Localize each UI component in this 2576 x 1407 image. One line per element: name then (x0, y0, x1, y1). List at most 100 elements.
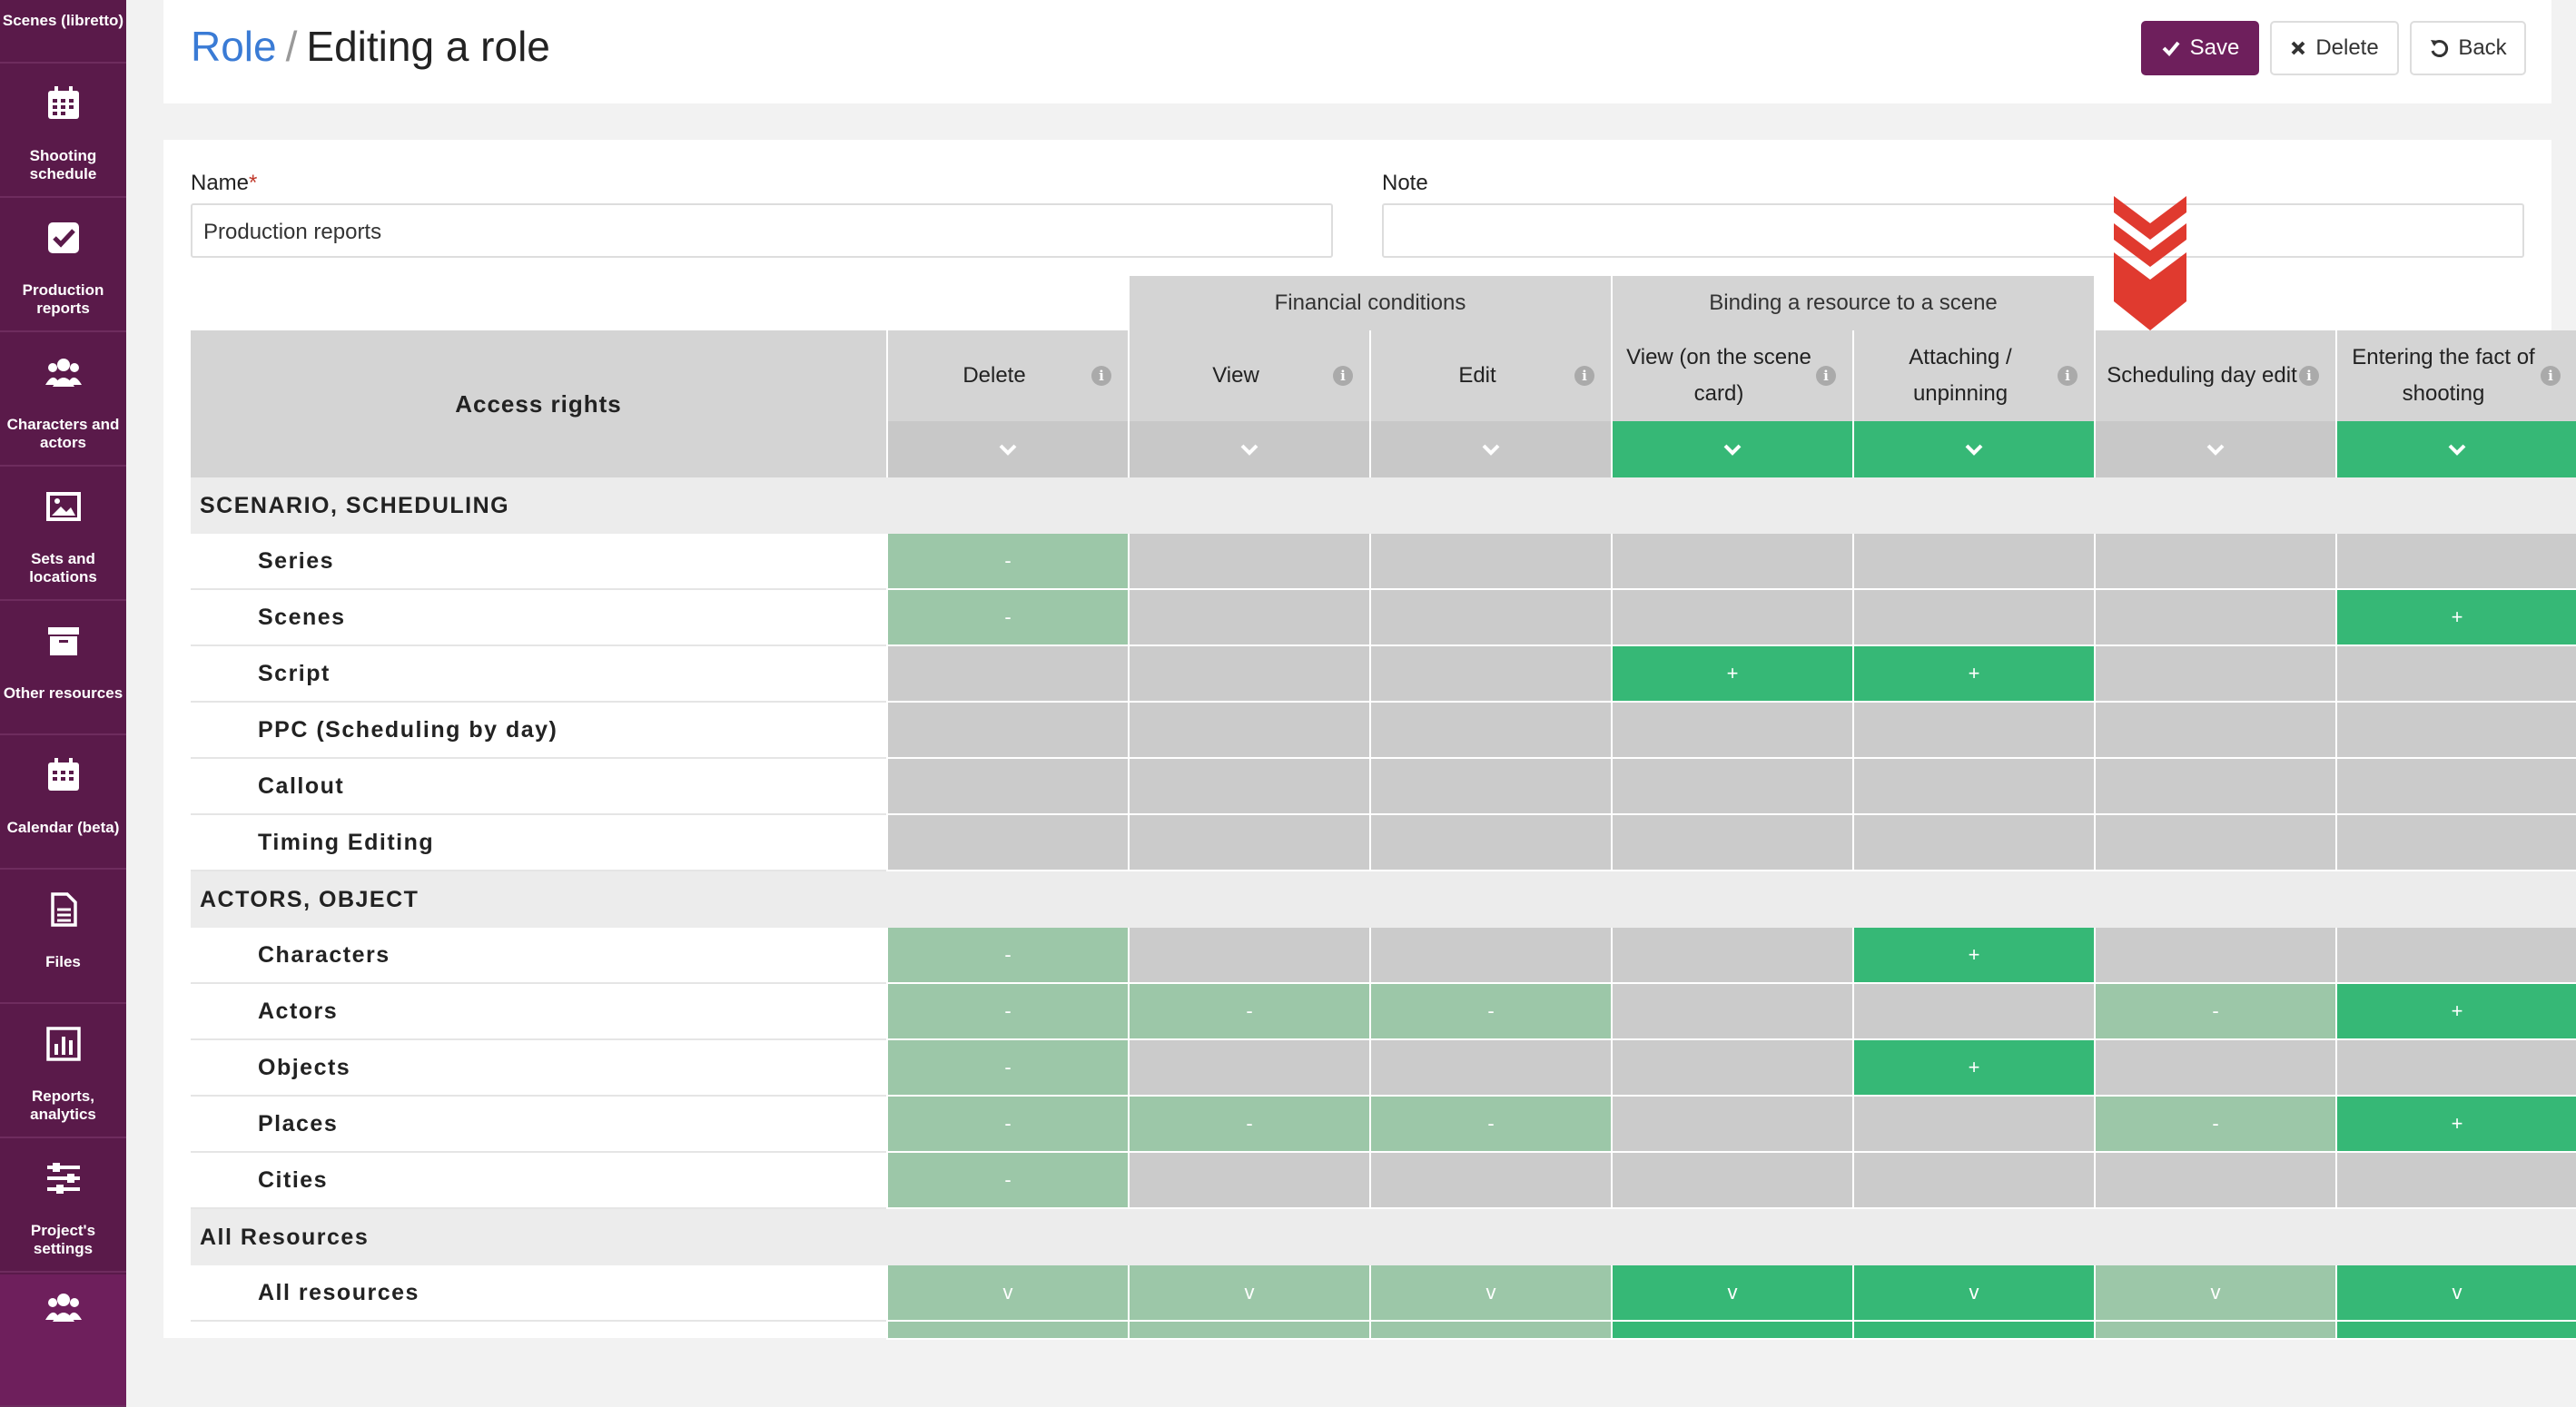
info-icon[interactable]: i (1091, 366, 1111, 386)
permission-cell[interactable] (2094, 1040, 2335, 1097)
permission-cell[interactable]: + (1611, 646, 1852, 703)
permission-cell[interactable] (1611, 984, 1852, 1040)
permission-cell[interactable] (1852, 590, 2094, 646)
sidebar-item-other-resources[interactable]: Other resources (0, 603, 126, 735)
permission-cell[interactable] (1611, 590, 1852, 646)
permission-cell[interactable]: + (1852, 928, 2094, 984)
sidebar-item-sets-locations[interactable]: Sets and locations (0, 468, 126, 601)
permission-cell[interactable] (2094, 1153, 2335, 1209)
permission-cell[interactable] (1611, 534, 1852, 590)
permission-cell[interactable] (1369, 815, 1611, 871)
permission-cell[interactable] (1369, 703, 1611, 759)
permission-cell[interactable] (1128, 759, 1369, 815)
permission-cell[interactable] (1128, 534, 1369, 590)
permission-cell[interactable] (2094, 534, 2335, 590)
permission-cell[interactable] (1369, 759, 1611, 815)
permission-cell[interactable] (2335, 1153, 2576, 1209)
sidebar-item-characters-actors[interactable]: Characters and actors (0, 334, 126, 467)
sidebar-item-project-settings[interactable]: Project's settings (0, 1140, 126, 1273)
info-icon[interactable]: i (2058, 366, 2078, 386)
column-toggle[interactable] (1611, 421, 1852, 477)
info-icon[interactable]: i (2541, 366, 2561, 386)
info-icon[interactable]: i (2299, 366, 2319, 386)
permission-cell[interactable]: - (886, 1097, 1128, 1153)
permission-cell[interactable] (2335, 703, 2576, 759)
permission-cell[interactable] (1611, 1153, 1852, 1209)
column-toggle[interactable] (2335, 421, 2576, 477)
permission-cell[interactable] (1128, 928, 1369, 984)
save-button[interactable]: Save (2141, 21, 2259, 75)
permission-cell[interactable] (1852, 984, 2094, 1040)
permission-cell[interactable] (1611, 1097, 1852, 1153)
permission-cell[interactable]: - (886, 984, 1128, 1040)
name-field[interactable]: Production reports (191, 203, 1333, 258)
permission-cell[interactable] (1852, 1097, 2094, 1153)
permission-cell[interactable]: - (2094, 984, 2335, 1040)
permission-cell[interactable]: v (1369, 1265, 1611, 1322)
permission-cell[interactable] (1852, 759, 2094, 815)
sidebar-item-files[interactable]: Files (0, 871, 126, 1004)
permission-cell[interactable]: + (1852, 1040, 2094, 1097)
permission-cell[interactable] (886, 815, 1128, 871)
permission-cell[interactable] (1128, 590, 1369, 646)
permission-cell[interactable] (886, 646, 1128, 703)
permission-cell[interactable] (2094, 703, 2335, 759)
permission-cell[interactable] (1128, 1040, 1369, 1097)
permission-cell[interactable] (1369, 1153, 1611, 1209)
permission-cell[interactable] (1852, 1153, 2094, 1209)
permission-cell[interactable] (2335, 759, 2576, 815)
permission-cell[interactable] (2335, 1040, 2576, 1097)
permission-cell[interactable] (2335, 534, 2576, 590)
permission-cell[interactable]: - (1369, 1097, 1611, 1153)
permission-cell[interactable]: v (1852, 1265, 2094, 1322)
sidebar-item-production-reports[interactable]: Production reports (0, 200, 126, 332)
column-toggle[interactable] (1369, 421, 1611, 477)
permission-cell[interactable]: - (1369, 984, 1611, 1040)
column-toggle[interactable] (2094, 421, 2335, 477)
info-icon[interactable]: i (1574, 366, 1594, 386)
permission-cell[interactable] (2094, 815, 2335, 871)
permission-cell[interactable] (2335, 928, 2576, 984)
sidebar-item-reports[interactable]: Reports, analytics (0, 1006, 126, 1138)
sidebar-item-scenes[interactable]: Scenes (libretto) (0, 0, 126, 64)
permission-cell[interactable]: + (2335, 1097, 2576, 1153)
permission-cell[interactable] (2094, 928, 2335, 984)
note-field[interactable] (1382, 203, 2524, 258)
permission-cell[interactable]: + (2335, 984, 2576, 1040)
column-toggle[interactable] (1128, 421, 1369, 477)
info-icon[interactable]: i (1816, 366, 1836, 386)
sidebar-item-roles[interactable] (0, 1274, 126, 1407)
permission-cell[interactable]: - (886, 1040, 1128, 1097)
permission-cell[interactable] (886, 759, 1128, 815)
permission-cell[interactable] (1128, 1322, 1369, 1340)
permission-cell[interactable]: - (1128, 1097, 1369, 1153)
permission-cell[interactable] (1369, 1040, 1611, 1097)
permission-cell[interactable] (2335, 646, 2576, 703)
permission-cell[interactable] (1611, 1040, 1852, 1097)
info-icon[interactable]: i (1333, 366, 1353, 386)
permission-cell[interactable]: + (2335, 590, 2576, 646)
permission-cell[interactable] (1852, 703, 2094, 759)
permission-cell[interactable] (1852, 534, 2094, 590)
back-button[interactable]: Back (2410, 21, 2526, 75)
permission-cell[interactable] (2094, 590, 2335, 646)
permission-cell[interactable] (1128, 1153, 1369, 1209)
breadcrumb-role-link[interactable]: Role (191, 23, 277, 70)
permission-cell[interactable] (1611, 815, 1852, 871)
permission-cell[interactable] (1369, 928, 1611, 984)
permission-cell[interactable] (2094, 759, 2335, 815)
permission-cell[interactable] (886, 1322, 1128, 1340)
permission-cell[interactable]: v (2094, 1265, 2335, 1322)
sidebar-item-calendar[interactable]: Calendar (beta) (0, 737, 126, 870)
permission-cell[interactable]: - (886, 928, 1128, 984)
permission-cell[interactable]: v (1128, 1265, 1369, 1322)
permission-cell[interactable]: v (886, 1265, 1128, 1322)
permission-cell[interactable]: v (1611, 1265, 1852, 1322)
permission-cell[interactable] (2335, 815, 2576, 871)
delete-button[interactable]: Delete (2270, 21, 2399, 75)
permission-cell[interactable] (1128, 815, 1369, 871)
permission-cell[interactable] (1611, 759, 1852, 815)
permission-cell[interactable] (1369, 534, 1611, 590)
permission-cell[interactable] (886, 703, 1128, 759)
permission-cell[interactable] (1128, 703, 1369, 759)
